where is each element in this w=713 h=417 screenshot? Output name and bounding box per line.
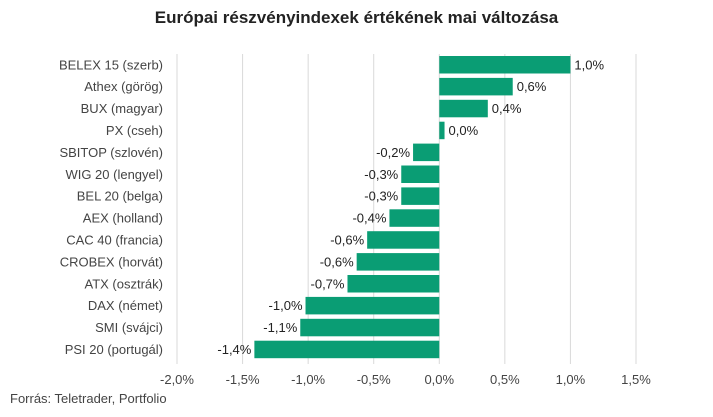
bar [401,187,440,205]
value-label: -0,2% [376,145,410,160]
bar [401,165,440,183]
value-label: -1,0% [269,298,303,313]
bar [254,340,440,359]
bar [439,121,445,140]
x-tick-label: 1,0% [556,372,586,387]
x-tick-label: -1,0% [291,372,325,387]
value-label: 0,0% [449,123,479,138]
bar [439,77,513,96]
category-label: PX (cseh) [106,123,163,138]
category-label: WIG 20 (lengyel) [65,167,163,182]
category-label: DAX (német) [88,298,163,313]
category-label: AEX (holland) [83,211,163,226]
value-label: 0,6% [517,79,547,94]
category-label: PSI 20 (portugál) [65,342,163,357]
value-label: -0,6% [320,254,354,269]
bar [367,231,440,249]
chart-title: Európai részvényindexek értékének mai vá… [154,8,559,27]
category-label: Athex (görög) [84,79,163,94]
value-label: -0,7% [311,276,345,291]
bar [300,318,440,337]
x-tick-label: -2,0% [160,372,194,387]
value-label: -1,4% [217,342,251,357]
value-label: -0,6% [330,232,364,247]
bar [439,56,571,74]
category-label: ATX (osztrák) [85,276,164,291]
value-label: -0,3% [364,189,398,204]
x-tick-label: -1,5% [226,372,260,387]
value-label: -0,3% [364,167,398,182]
bars [254,56,571,359]
category-labels: BELEX 15 (szerb) Athex (görög) BUX (magyar… [59,57,163,357]
bar [347,275,440,293]
value-label: -1,1% [263,320,297,335]
bar [356,253,440,271]
value-label: 0,4% [492,101,522,116]
category-label: BELEX 15 (szerb) [59,57,163,72]
category-label: BUX (magyar) [81,101,163,116]
bar [389,209,440,227]
x-tick-label: -0,5% [357,372,391,387]
grid-lines [176,54,637,364]
x-tick-label: 0,5% [490,372,520,387]
category-label: SMI (svájci) [95,320,163,335]
bar [305,296,440,315]
category-label: BEL 20 (belga) [77,189,163,204]
value-label: 1,0% [574,57,604,72]
x-tick-label: 1,5% [621,372,651,387]
value-labels: 1,0% 0,6% 0,4% 0,0% -0,2% -0,3% -0,3% -0,4% -0,6… [217,57,604,357]
category-label: SBITOP (szlovén) [59,145,163,160]
x-axis-ticks: -2,0% -1,5% -1,0% -0,5% 0,0% 0,5% 1,0% 1,5% [160,372,651,387]
value-label: -0,4% [352,211,386,226]
category-label: CAC 40 (francia) [66,232,163,247]
x-tick-label: 0,0% [424,372,454,387]
bar [439,99,488,118]
bar [413,143,440,162]
category-label: CROBEX (horvát) [60,254,163,269]
chart-source: Forrás: Teletrader, Portfolio [10,391,167,406]
